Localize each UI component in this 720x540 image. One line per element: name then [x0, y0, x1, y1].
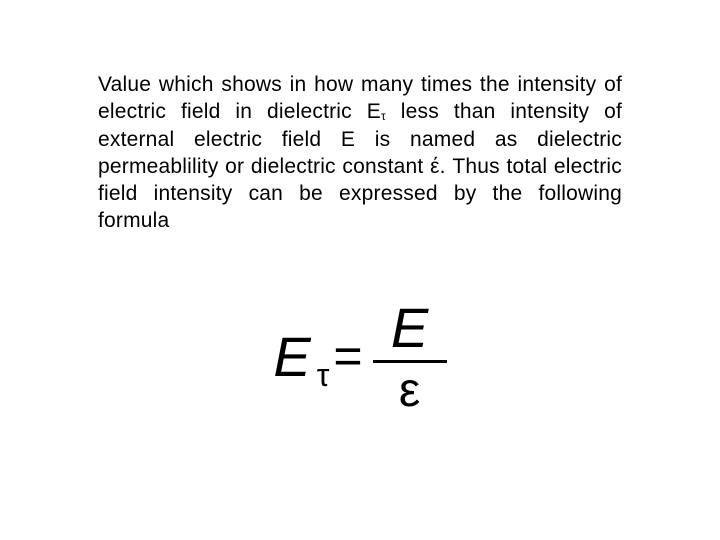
formula-numerator: E	[381, 300, 438, 360]
definition-paragraph: Value which shows in how many times the …	[98, 71, 622, 235]
formula-lhs-subscript: τ	[317, 359, 330, 391]
slide-page: Value which shows in how many times the …	[0, 0, 720, 540]
formula-fraction: E ε	[373, 300, 447, 415]
subscript-tau-inline: τ	[381, 109, 386, 123]
formula-lhs: E τ	[273, 329, 329, 385]
formula-lhs-symbol: E	[273, 329, 310, 385]
formula-equals: =	[333, 331, 362, 383]
formula-denominator: ε	[399, 363, 420, 415]
formula-equation: E τ = E ε	[98, 300, 622, 415]
